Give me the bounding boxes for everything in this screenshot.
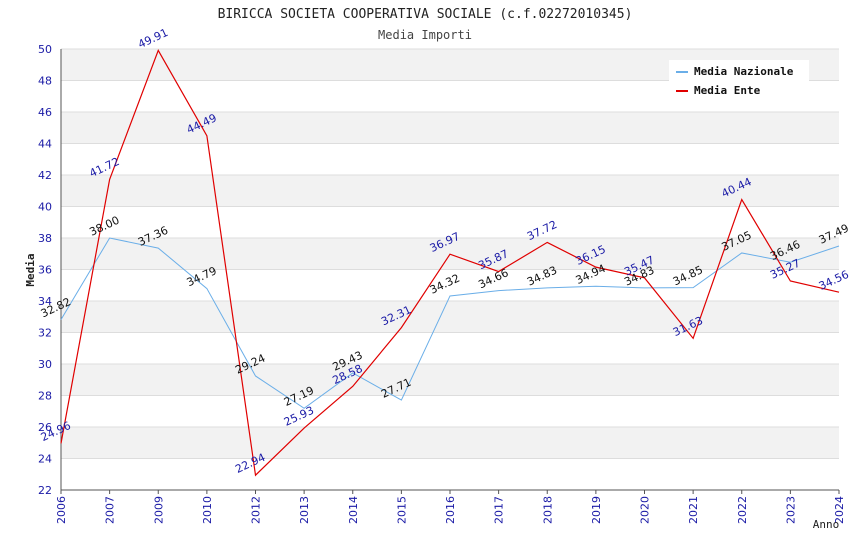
x-tick-label: 2007 xyxy=(104,496,117,524)
grid-band xyxy=(61,175,839,207)
x-tick-label: 2012 xyxy=(250,496,263,524)
x-tick-labels: 2006 2007 2009 2010 2012 2013 2014 2015 2016 2017… xyxy=(55,496,846,524)
y-tick-label: 50 xyxy=(38,43,52,56)
legend-label-media-nazionale: Media Nazionale xyxy=(694,65,794,78)
x-tick-label: 2017 xyxy=(493,496,506,524)
y-tick-label: 34 xyxy=(38,295,52,308)
x-tick-label: 2022 xyxy=(736,496,749,524)
grid-band xyxy=(61,112,839,144)
grid-band xyxy=(61,143,839,175)
data-label-media-ente: 49.91 xyxy=(136,26,170,51)
x-tick-label: 2024 xyxy=(833,496,846,524)
y-tick-label: 38 xyxy=(38,232,52,245)
chart-title: BIRICCA SOCIETA COOPERATIVA SOCIALE (c.f… xyxy=(218,7,633,22)
series-line-media-nazionale xyxy=(60,237,840,409)
x-axis-label: Anno xyxy=(813,518,840,531)
axes xyxy=(60,49,840,494)
y-tick-label: 30 xyxy=(38,358,52,371)
y-tick-label: 28 xyxy=(38,390,52,403)
grid-band xyxy=(61,458,839,490)
grid-band xyxy=(61,206,839,238)
x-tick-label: 2023 xyxy=(784,496,797,524)
grid-band xyxy=(61,332,839,364)
y-tick-label: 48 xyxy=(38,75,52,88)
x-tick-label: 2018 xyxy=(541,496,554,524)
y-tick-label: 44 xyxy=(38,138,52,151)
grid-bands xyxy=(61,49,839,490)
y-tick-label: 26 xyxy=(38,421,52,434)
grid-band xyxy=(61,427,839,459)
x-tick-label: 2013 xyxy=(298,496,311,524)
grid-band xyxy=(61,364,839,396)
y-tick-label: 40 xyxy=(38,201,52,214)
y-tick-label: 32 xyxy=(38,327,52,340)
x-tick-label: 2009 xyxy=(152,496,165,524)
x-tick-label: 2021 xyxy=(687,496,700,524)
legend-label-media-ente: Media Ente xyxy=(694,84,761,97)
y-tick-label: 46 xyxy=(38,106,52,119)
legend-box xyxy=(669,60,809,102)
series-lines xyxy=(60,49,840,477)
x-tick-label: 2006 xyxy=(55,496,68,524)
gridlines xyxy=(61,48,839,491)
y-tick-labels: 22 24 26 28 30 32 34 36 38 40 42 44 46 48 50 xyxy=(38,43,52,497)
y-tick-label: 42 xyxy=(38,169,52,182)
x-tick-label: 2016 xyxy=(444,496,457,524)
x-tick-label: 2019 xyxy=(590,496,603,524)
x-tick-label: 2014 xyxy=(347,496,360,524)
y-tick-label: 24 xyxy=(38,453,52,466)
y-axis-label: Media xyxy=(24,253,37,286)
x-tick-label: 2010 xyxy=(201,496,214,524)
x-tick-label: 2020 xyxy=(639,496,652,524)
chart-subtitle: Media Importi xyxy=(378,28,472,42)
grid-band xyxy=(61,395,839,427)
x-tick-label: 2015 xyxy=(395,496,408,524)
legend: Media Nazionale Media Ente xyxy=(669,60,809,102)
grid-band xyxy=(61,301,839,333)
y-tick-label: 36 xyxy=(38,264,52,277)
y-tick-label: 22 xyxy=(38,484,52,497)
series-line-media-ente xyxy=(60,49,840,477)
